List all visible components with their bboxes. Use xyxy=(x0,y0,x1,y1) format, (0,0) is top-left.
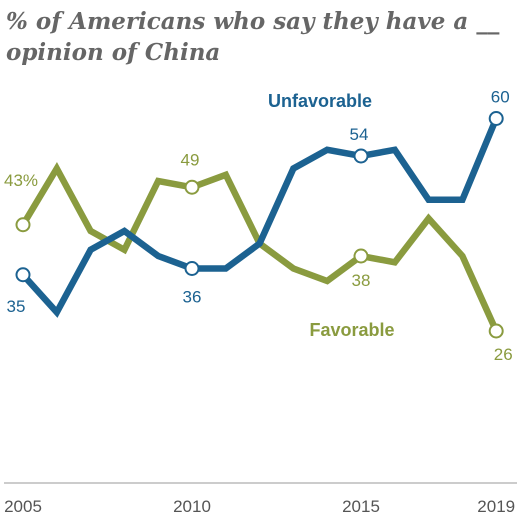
x-axis-ticks: 2005 2010 2015 2019 xyxy=(4,497,515,516)
favorable-data-label: 26 xyxy=(494,345,513,364)
labels-layer: 35 36 54 60 43% 49 38 26 Unfavorable Favorable xyxy=(4,88,513,365)
unfavorable-data-label: 36 xyxy=(183,288,202,307)
x-tick-label: 2010 xyxy=(173,497,211,516)
unfavorable-point-marker xyxy=(184,261,200,276)
x-tick-label: 2015 xyxy=(342,497,380,516)
favorable-series-label: Favorable xyxy=(309,320,394,340)
series-layer xyxy=(20,117,500,333)
chart-title: % of Americans who say they have a __ op… xyxy=(6,8,500,66)
unfavorable-point-marker xyxy=(353,148,369,164)
favorable-point-marker xyxy=(184,179,200,195)
favorable-data-label: 49 xyxy=(181,150,200,169)
favorable-point-marker xyxy=(15,217,31,233)
unfavorable-data-label: 60 xyxy=(491,88,510,107)
unfavorable-data-label: 54 xyxy=(350,125,369,144)
favorable-data-label: 43% xyxy=(4,171,38,190)
favorable-data-label: 38 xyxy=(352,271,371,290)
unfavorable-point-marker xyxy=(488,111,504,126)
unfavorable-point-marker xyxy=(15,267,31,283)
unfavorable-line xyxy=(20,117,500,318)
favorable-point-marker xyxy=(488,323,504,339)
unfavorable-series-label: Unfavorable xyxy=(268,91,372,111)
unfavorable-data-label: 35 xyxy=(7,297,26,316)
favorable-point-marker xyxy=(353,248,369,264)
x-tick-label: 2019 xyxy=(477,497,515,516)
markers-layer xyxy=(15,111,504,339)
x-tick-label: 2005 xyxy=(4,497,42,516)
